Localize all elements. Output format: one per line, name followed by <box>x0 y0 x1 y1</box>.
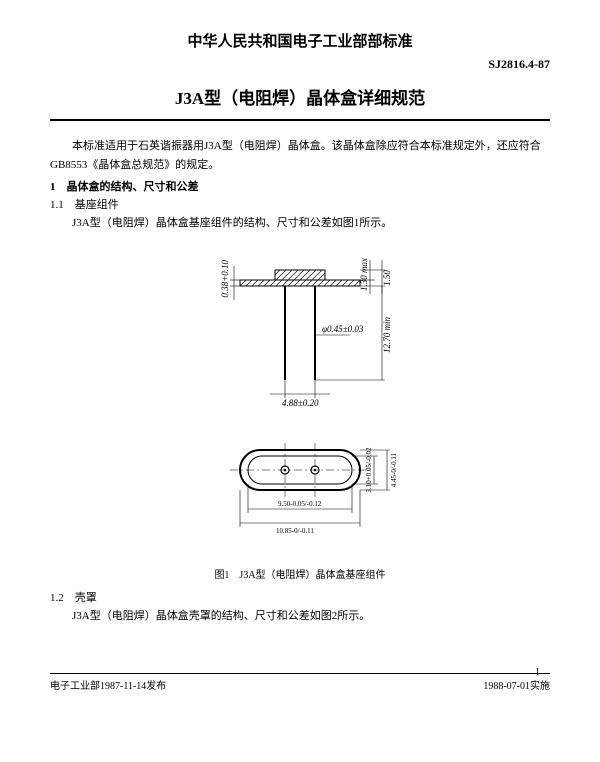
standard-number: SJ2816.4-87 <box>50 57 550 72</box>
section-1-2-heading: 1.2 壳罩 <box>50 589 550 605</box>
org-title: 中华人民共和国电子工业部部标准 <box>50 30 550 51</box>
intro-paragraph: 本标准适用于石英谐振器用J3A型（电阻焊）晶体盒。该晶体盒除应符合本标准规定外，… <box>50 137 550 174</box>
figure-1: 0.38+0.10 1.30 max 1.50 12.70 min φ0.45±… <box>50 240 550 560</box>
section-1-1-body: J3A型（电阻焊）晶体盒基座组件的结构、尺寸和公差如图1所示。 <box>50 214 550 230</box>
dim-outer-w: 10.85-0/-0.11 <box>276 527 314 535</box>
dim-pin-dia: φ0.45±0.03 <box>322 324 364 334</box>
dim-outer-h: 4.45-0/-0.11 <box>390 453 398 488</box>
section-1-2-body: J3A型（电阻焊）晶体盒壳罩的结构、尺寸和公差如图2所示。 <box>50 607 550 623</box>
footer-left: 电子工业部1987-11-14发布 <box>50 677 166 692</box>
dim-pin-length: 12.70 min <box>382 317 392 354</box>
side-view: 0.38+0.10 1.30 max 1.50 12.70 min φ0.45±… <box>220 258 392 408</box>
dim-inner-h: 3.10+0.05/-0.02 <box>365 447 373 492</box>
top-view: 3.10+0.05/-0.02 4.45-0/-0.11 9.50-0.05/-… <box>230 443 398 535</box>
footer: 电子工业部1987-11-14发布 1988-07-01实施 <box>50 673 550 692</box>
dim-pin-spacing: 4.88±0.20 <box>282 398 319 408</box>
dim-top-h1: 1.30 max <box>359 258 369 291</box>
dim-inner-w: 9.50-0.05/-0.12 <box>278 500 322 508</box>
title-rule <box>50 119 550 121</box>
footer-right: 1988-07-01实施 <box>483 677 550 692</box>
doc-title: J3A型（电阻焊）晶体盒详细规范 <box>50 84 550 109</box>
section-1-1-heading: 1.1 基座组件 <box>50 196 550 212</box>
dim-top-h2: 1.50 <box>382 270 392 286</box>
section-1-heading: 1 晶体盒的结构、尺寸和公差 <box>50 178 550 194</box>
figure-1-caption: 图1 J3A型（电阻焊）晶体盒基座组件 <box>50 566 550 581</box>
dim-flange-thickness: 0.38+0.10 <box>220 260 230 298</box>
